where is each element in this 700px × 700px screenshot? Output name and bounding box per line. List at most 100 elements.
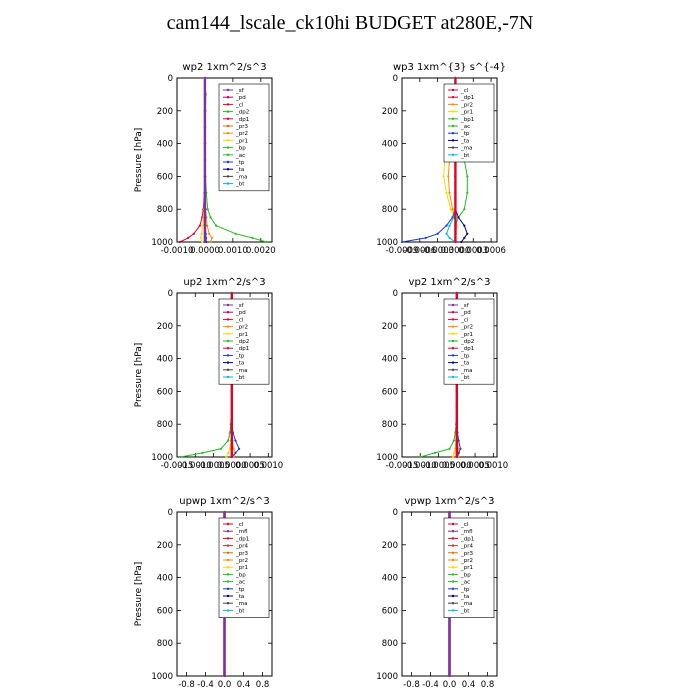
series-point [203,191,207,194]
legend-marker [226,103,230,106]
series-point [460,240,463,244]
plot-frame [176,292,273,458]
legend-label: _dp2 [235,110,249,116]
y-tick-label: 1000 [376,672,398,682]
legend-label: _pr3 [235,124,249,130]
series-point [400,240,404,244]
series-point [445,224,448,227]
figure-title: cam144_lscale_ck10hi BUDGET at280E,-7N [166,12,534,34]
x-tick-label: 0.0006 [476,246,506,256]
x-tick-label: 0.0000 [442,461,472,471]
series-point [203,175,207,178]
y-tick-label: 200 [157,322,173,332]
legend-label: _sf [235,88,245,94]
y-tick-label: 800 [382,639,398,649]
legend-label: _bt [460,375,470,381]
legend-label: _tp [235,353,245,359]
legend-marker [226,368,230,371]
series-point [234,451,237,454]
legend-marker [226,146,230,149]
legend-marker [226,339,230,343]
legend-marker [451,103,455,106]
legend-label: _cl [235,317,244,323]
legend-label: _dp1 [460,536,474,542]
legend-marker [451,551,455,554]
series-point [454,76,457,80]
series-point [455,439,458,442]
x-tick-label: -0.0003 [421,246,454,256]
series-point [179,455,182,459]
legend-label: _bp [235,146,246,152]
x-tick-label: -0.0015 [161,461,194,471]
legend-marker [226,587,230,590]
series-point [442,175,445,178]
legend-marker [226,332,230,335]
x-tick-label: 0.0 [443,680,457,690]
series-point [203,208,207,211]
legend-label: _ma [460,368,472,374]
legend-label: _dp1 [460,95,474,101]
y-axis-label: Pressure [hPa] [134,343,144,408]
legend-marker [451,325,455,328]
legend-marker [451,153,455,156]
legend-label: _ma [460,601,472,607]
series-point [206,208,209,211]
y-tick-label: 800 [382,205,398,215]
series-point [232,447,235,450]
legend-marker [226,117,230,121]
series-point [230,447,233,450]
legend-label: _pd [235,310,246,316]
y-tick-label: 0 [393,74,398,84]
legend-marker [451,117,455,121]
legend-label: _pr4 [460,544,474,550]
legend-label: _bt [235,375,245,381]
legend-label: _ac [235,153,245,159]
x-tick-label: -0.0010 [404,461,437,471]
series-point [455,390,458,393]
series-point [454,191,457,194]
legend-label: _ta [460,594,469,600]
series-point [448,236,451,239]
legend-marker [226,160,230,164]
series-point [178,240,181,244]
legend-label: _ma [235,368,247,374]
y-tick-label: 1000 [151,238,173,248]
y-axis-label: Pressure [hPa] [134,562,144,627]
y-tick-label: 400 [382,355,398,365]
series-point [223,510,226,514]
series-point [454,208,457,211]
series-point [466,191,469,194]
legend-label: _pr2 [460,558,473,564]
legend-marker [451,311,455,314]
y-tick-label: 400 [382,140,398,150]
legend-marker [226,311,230,314]
legend-marker [226,347,230,350]
series-point [466,175,469,178]
series-point [251,236,254,239]
legend-marker [226,530,230,533]
series-point [455,423,458,426]
series-point [206,224,209,227]
panel-title: wp2 1xm^2/s^3 [182,62,266,73]
y-tick-label: 0 [393,289,398,299]
legend-label: _pd [235,95,246,101]
legend-label: _pr2 [235,558,248,564]
legend-label: _pr2 [460,325,473,331]
legend-marker [451,96,455,99]
legend-label: _pr3 [235,551,249,557]
panel-title: vp2 1xm^2/s^3 [409,277,491,288]
legend-label: _ac [460,580,470,586]
legend-label: _pd [460,310,471,316]
legend-marker [226,354,230,357]
legend-label: _bp [460,572,471,578]
legend-marker [451,375,455,379]
legend-marker [226,558,230,562]
legend-marker [451,318,455,321]
series-point [459,447,462,450]
legend-label: _pr4 [235,544,249,550]
legend-marker [226,566,230,569]
legend-label: _mfl [460,529,473,535]
y-tick-label: 0 [168,508,173,518]
legend-label: _tp [235,160,245,166]
panel-title: vpwp 1xm^2/s^3 [404,496,494,507]
